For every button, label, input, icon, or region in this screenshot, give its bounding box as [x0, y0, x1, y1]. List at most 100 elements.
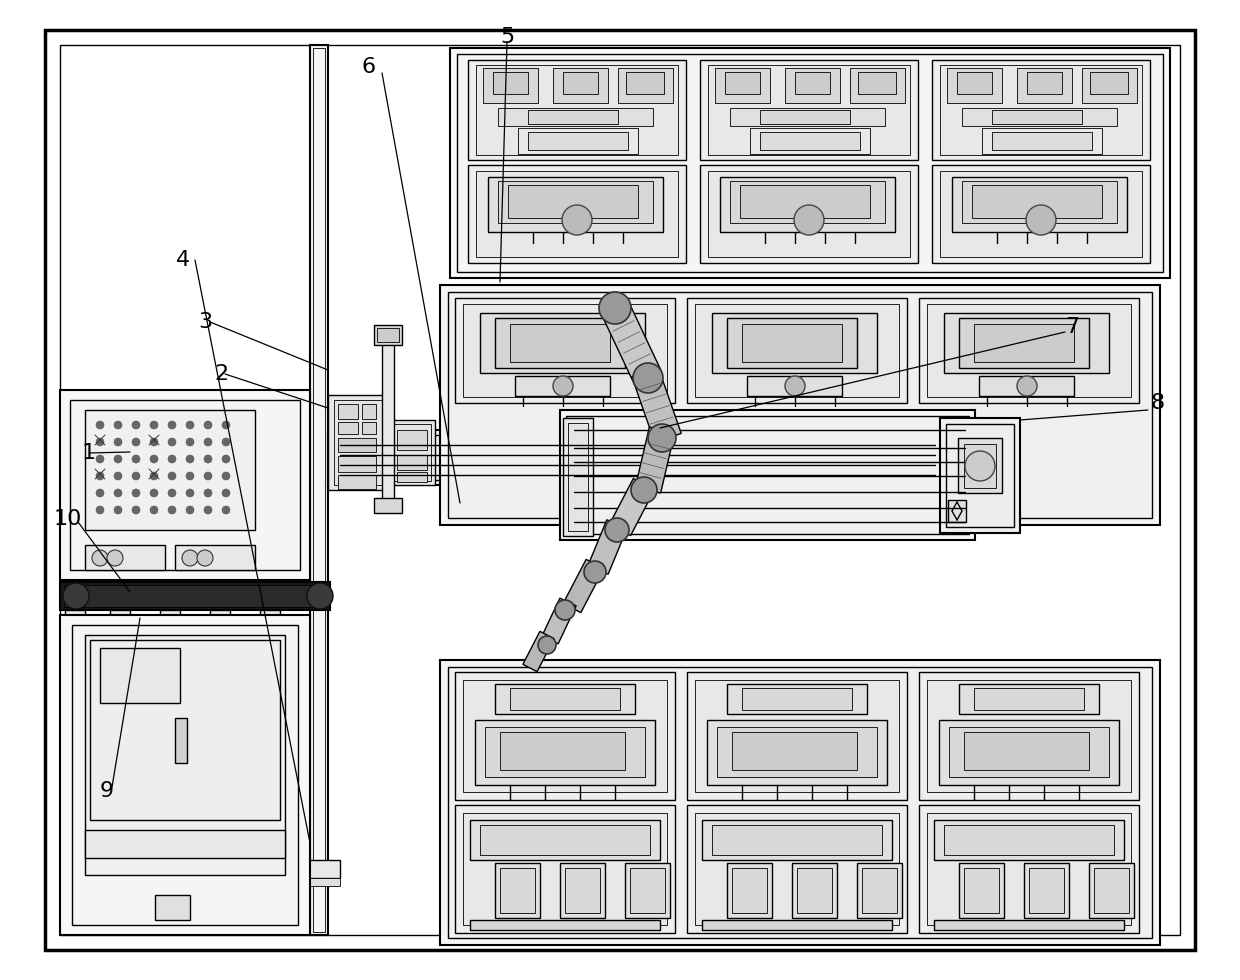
- Bar: [175, 718, 187, 763]
- Bar: [339, 456, 376, 472]
- Bar: [1017, 68, 1073, 103]
- Bar: [717, 727, 877, 777]
- Circle shape: [150, 489, 157, 497]
- Bar: [715, 68, 770, 103]
- Bar: [694, 813, 899, 925]
- Bar: [939, 720, 1118, 785]
- Bar: [565, 868, 600, 913]
- Polygon shape: [523, 631, 554, 671]
- Bar: [394, 424, 432, 481]
- Circle shape: [599, 292, 631, 324]
- Circle shape: [150, 438, 157, 446]
- Bar: [334, 435, 937, 480]
- Bar: [1029, 868, 1064, 913]
- Bar: [932, 165, 1149, 263]
- Bar: [1090, 72, 1128, 94]
- Bar: [962, 181, 1117, 223]
- Bar: [1089, 863, 1135, 918]
- Bar: [155, 895, 190, 920]
- Circle shape: [632, 363, 663, 393]
- Circle shape: [114, 438, 122, 446]
- Bar: [708, 171, 910, 257]
- Circle shape: [649, 424, 676, 452]
- Bar: [339, 475, 376, 489]
- Circle shape: [95, 489, 104, 497]
- Bar: [463, 813, 667, 925]
- Bar: [919, 298, 1140, 403]
- Bar: [463, 680, 667, 792]
- Circle shape: [186, 421, 193, 429]
- Bar: [160, 610, 180, 805]
- Circle shape: [95, 472, 104, 480]
- Bar: [382, 330, 394, 500]
- Circle shape: [794, 205, 825, 235]
- Bar: [210, 610, 229, 805]
- Bar: [934, 920, 1123, 930]
- Bar: [100, 648, 180, 703]
- Bar: [730, 181, 885, 223]
- Circle shape: [167, 472, 176, 480]
- Bar: [494, 72, 528, 94]
- Bar: [448, 448, 467, 463]
- Bar: [508, 185, 639, 218]
- Bar: [295, 860, 340, 878]
- Bar: [746, 376, 842, 396]
- Bar: [480, 825, 650, 855]
- Circle shape: [150, 421, 157, 429]
- Circle shape: [222, 438, 229, 446]
- Circle shape: [182, 550, 198, 566]
- Bar: [455, 672, 675, 800]
- Circle shape: [131, 455, 140, 463]
- Bar: [760, 132, 861, 150]
- Bar: [528, 132, 627, 150]
- Circle shape: [186, 438, 193, 446]
- Circle shape: [150, 472, 157, 480]
- Bar: [391, 420, 435, 485]
- Bar: [701, 60, 918, 160]
- Circle shape: [186, 489, 193, 497]
- Bar: [86, 545, 165, 570]
- Bar: [498, 108, 653, 126]
- Bar: [510, 324, 610, 362]
- Bar: [708, 65, 910, 155]
- Bar: [687, 672, 906, 800]
- Text: 7: 7: [1065, 317, 1079, 337]
- Bar: [175, 545, 255, 570]
- Text: 4: 4: [176, 250, 190, 270]
- Bar: [934, 820, 1123, 860]
- Text: 3: 3: [198, 312, 212, 332]
- Bar: [962, 108, 1117, 126]
- Bar: [849, 68, 905, 103]
- Bar: [458, 54, 1163, 272]
- Bar: [467, 165, 686, 263]
- Circle shape: [186, 472, 193, 480]
- Circle shape: [95, 438, 104, 446]
- Circle shape: [222, 489, 229, 497]
- Bar: [448, 292, 1152, 518]
- Circle shape: [107, 550, 123, 566]
- Circle shape: [167, 438, 176, 446]
- Bar: [702, 920, 892, 930]
- Bar: [362, 404, 376, 419]
- Circle shape: [1025, 205, 1056, 235]
- Bar: [973, 324, 1074, 362]
- Circle shape: [114, 421, 122, 429]
- Bar: [60, 390, 310, 580]
- Bar: [959, 863, 1004, 918]
- Bar: [712, 825, 882, 855]
- Bar: [694, 680, 899, 792]
- Bar: [518, 128, 639, 154]
- Bar: [448, 667, 1152, 938]
- Polygon shape: [609, 478, 655, 535]
- Polygon shape: [635, 427, 675, 493]
- Text: 1: 1: [82, 443, 95, 463]
- Bar: [528, 110, 618, 124]
- Text: 6: 6: [362, 57, 376, 77]
- Bar: [362, 422, 376, 434]
- Circle shape: [965, 451, 994, 481]
- Bar: [498, 181, 653, 223]
- Bar: [959, 684, 1099, 714]
- Bar: [440, 285, 1159, 525]
- Bar: [500, 868, 534, 913]
- Polygon shape: [601, 302, 662, 384]
